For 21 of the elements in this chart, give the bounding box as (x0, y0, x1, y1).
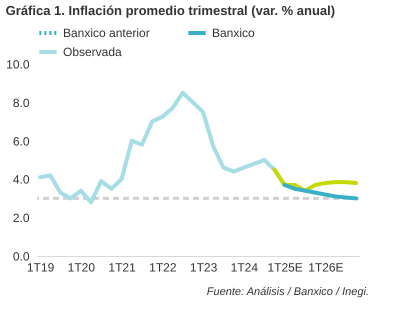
x-tick-label: 1T25E (267, 260, 303, 274)
x-tick-label: 1T23 (190, 260, 218, 274)
y-tick-label: 2.0 (12, 211, 30, 226)
legend-label: Observada (63, 45, 122, 59)
y-tick-label: 4.0 (12, 172, 30, 187)
x-tick-label: 1T19 (26, 260, 55, 274)
x-tick-label: 1T22 (149, 260, 177, 274)
chart-title: Gráfica 1. Inflación promedio trimestral (var. % anual) (6, 3, 336, 18)
source-note: Fuente: Análisis / Banxico / Inegi. (206, 286, 369, 298)
legend-label: Banxico (212, 26, 256, 40)
y-tick-label: 6.0 (12, 134, 30, 148)
y-tick-label: 10.0 (6, 58, 30, 72)
y-tick-label: 0.0 (12, 250, 30, 264)
line-series (282, 182, 358, 200)
legend-label: Banxico anterior (63, 26, 150, 40)
x-tick-label: 1T20 (68, 260, 96, 274)
x-tick-label: 1T26E (308, 260, 344, 274)
x-tick-label: 1T21 (108, 260, 136, 274)
line-series (38, 90, 287, 204)
x-tick-label: 1T24 (230, 260, 258, 274)
y-tick-label: 8.0 (12, 96, 30, 110)
